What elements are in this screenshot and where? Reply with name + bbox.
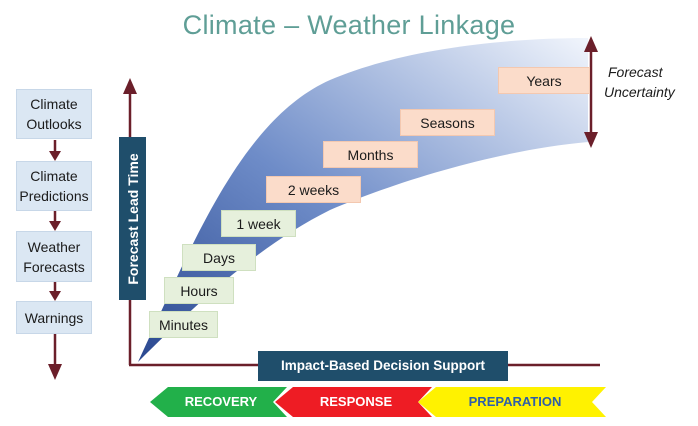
timescale-years: Years xyxy=(498,67,590,94)
preparation-label: PREPARATION xyxy=(468,394,562,409)
recovery-label: RECOVERY xyxy=(184,394,258,409)
climate-outlooks-line1: Climate xyxy=(30,96,78,112)
y-axis-arrowhead xyxy=(123,78,137,94)
weather-forecasts-box: Weather Forecasts xyxy=(16,231,92,282)
weather-forecasts-line1: Weather xyxy=(27,238,81,255)
forecast-uncertainty-label: Forecast Uncertainty xyxy=(604,62,698,102)
timescale-days: Days xyxy=(182,244,256,271)
uncertainty-arrow-bottom xyxy=(584,132,598,148)
timescale-2-weeks: 2 weeks xyxy=(266,176,361,203)
climate-predictions-box: Climate Predictions xyxy=(16,161,92,211)
warnings-box: Warnings xyxy=(16,301,92,334)
response-label: RESPONSE xyxy=(319,394,393,409)
forecast-uncertainty-line2: Uncertainty xyxy=(604,84,675,100)
diagram-title: Climate – Weather Linkage xyxy=(182,10,516,40)
impact-based-decision-support-banner: Impact-Based Decision Support xyxy=(258,351,508,381)
timescale-1-week: 1 week xyxy=(221,210,296,237)
forecast-uncertainty-line1: Forecast xyxy=(608,64,663,80)
timescale-hours: Hours xyxy=(164,277,234,304)
preparation-arrow xyxy=(418,387,606,417)
warnings-label: Warnings xyxy=(24,309,84,326)
weather-forecasts-line2: Forecasts xyxy=(23,258,85,275)
climate-outlooks-line2: Outlooks xyxy=(26,116,82,132)
forecast-lead-time-label: Forecast Lead Time xyxy=(119,137,146,300)
timescale-seasons: Seasons xyxy=(400,109,495,136)
climate-predictions-line2: Predictions xyxy=(19,188,89,204)
left-arrowhead-2 xyxy=(49,221,61,231)
left-arrowhead-3 xyxy=(49,291,61,301)
left-arrowhead-1 xyxy=(49,151,61,161)
left-arrowhead-4 xyxy=(48,364,62,380)
uncertainty-arrow-top xyxy=(584,36,598,52)
timescale-months: Months xyxy=(323,141,418,168)
climate-outlooks-box: Climate Outlooks xyxy=(16,89,92,139)
recovery-arrow xyxy=(150,387,287,417)
response-arrow xyxy=(275,387,432,417)
timescale-minutes: Minutes xyxy=(149,311,218,338)
climate-predictions-line1: Climate xyxy=(30,168,78,184)
